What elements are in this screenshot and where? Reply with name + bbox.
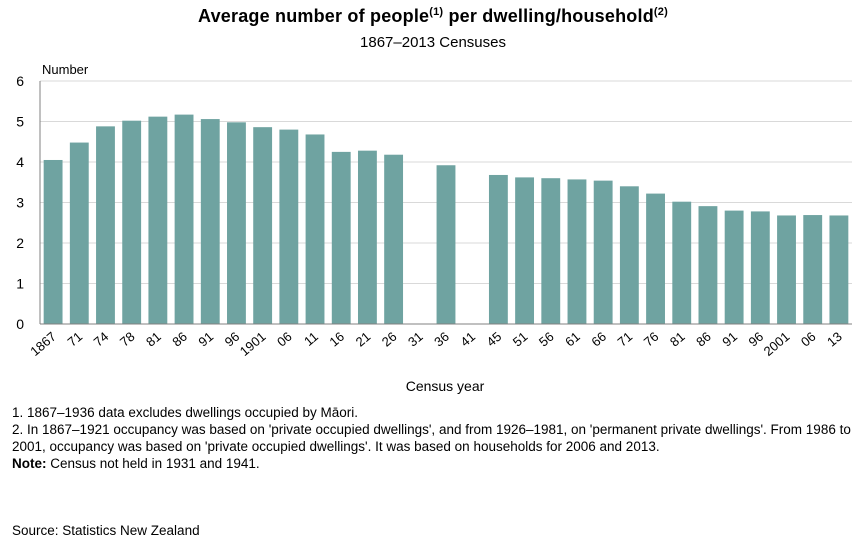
x-tick-label: 36	[431, 329, 452, 350]
bar-51	[515, 177, 535, 324]
x-tick-label: 31	[405, 329, 426, 350]
x-tick-label: 13	[824, 329, 845, 350]
chart-title: Average number of people(1) per dwelling…	[0, 6, 866, 27]
bar-1901	[253, 127, 273, 324]
bar-71	[69, 142, 89, 324]
title-footnote-2: (2)	[653, 6, 668, 18]
x-tick-label: 1867	[27, 329, 59, 359]
bar-13	[829, 215, 849, 324]
footnotes: 1. 1867–1936 data excludes dwellings occ…	[12, 404, 860, 472]
x-tick-label: 91	[195, 329, 216, 350]
x-tick-label: 71	[615, 329, 636, 350]
bar-11	[305, 134, 325, 324]
x-tick-label: 21	[353, 329, 374, 350]
x-tick-label: 81	[143, 329, 164, 350]
bar-86	[174, 114, 194, 324]
bar-26	[384, 154, 404, 324]
x-tick-label: 81	[667, 329, 688, 350]
bar-56	[541, 178, 561, 324]
title-text-2: per dwelling/household	[443, 6, 654, 26]
x-tick-label: 2001	[761, 329, 793, 359]
x-tick-label: 41	[457, 329, 478, 350]
x-tick-label: 91	[719, 329, 740, 350]
x-axis-label: Census year	[406, 378, 485, 394]
x-tick-label: 06	[274, 329, 295, 350]
bar-16	[331, 151, 351, 325]
source-line: Source: Statistics New Zealand	[12, 523, 200, 538]
y-tick-label: 0	[16, 316, 24, 332]
footnote-note: Note: Census not held in 1931 and 1941.	[12, 455, 860, 472]
bar-71	[619, 186, 639, 324]
bar-76	[646, 193, 665, 324]
bars	[43, 114, 849, 325]
note-text: Census not held in 1931 and 1941.	[46, 456, 260, 471]
x-tick-label: 45	[484, 329, 505, 350]
x-tick-label: 51	[510, 329, 531, 350]
x-tick-label: 1901	[237, 329, 269, 359]
y-tick-label: 1	[16, 276, 24, 292]
bar-81	[148, 116, 168, 324]
y-tick-label: 3	[16, 195, 24, 211]
y-tick-label: 6	[16, 73, 24, 89]
bar-61	[567, 179, 587, 324]
y-axis-label: Number	[42, 62, 89, 77]
footnote-1: 1. 1867–1936 data excludes dwellings occ…	[12, 405, 358, 420]
bar-06	[279, 129, 299, 324]
x-tick-label: 26	[379, 329, 400, 350]
x-tick-label: 11	[301, 329, 321, 349]
x-tick-label: 74	[91, 329, 112, 350]
note-label: Note:	[12, 456, 47, 471]
bar-96	[227, 122, 246, 324]
bar-21	[357, 150, 377, 324]
bar-78	[122, 120, 142, 324]
bar-96	[750, 211, 770, 324]
bar-66	[593, 180, 613, 324]
bar-45	[488, 174, 508, 324]
x-tick-label: 71	[64, 329, 85, 350]
x-tick-label: 56	[536, 329, 557, 350]
x-tick-label: 86	[693, 329, 714, 350]
x-tick-label: 66	[588, 329, 609, 350]
title-footnote-1: (1)	[429, 6, 444, 18]
bar-36	[436, 165, 456, 324]
x-tick-label: 86	[169, 329, 190, 350]
bar-1867	[43, 159, 63, 324]
bar-06	[803, 215, 823, 324]
footnote-2: 2. In 1867–1921 occupancy was based on '…	[12, 422, 851, 454]
bar-81	[672, 201, 692, 324]
x-tick-label: 76	[641, 329, 662, 350]
y-tick-labels: 0 1 2 3 4 5 6	[16, 73, 24, 332]
bar-86	[698, 206, 718, 324]
bar-91	[200, 119, 220, 324]
chart-subtitle: 1867–2013 Censuses	[360, 34, 506, 51]
y-tick-label: 2	[16, 235, 24, 251]
y-tick-label: 4	[16, 154, 24, 170]
x-tick-label: 06	[798, 329, 819, 350]
bar-74	[96, 126, 115, 324]
x-tick-label: 78	[117, 329, 138, 350]
title-text: Average number of people	[198, 6, 430, 26]
x-tick-label: 61	[562, 329, 583, 350]
x-tick-label: 16	[326, 329, 347, 350]
y-tick-label: 5	[16, 114, 24, 130]
bar-2001	[777, 215, 796, 324]
bar-91	[724, 210, 744, 324]
